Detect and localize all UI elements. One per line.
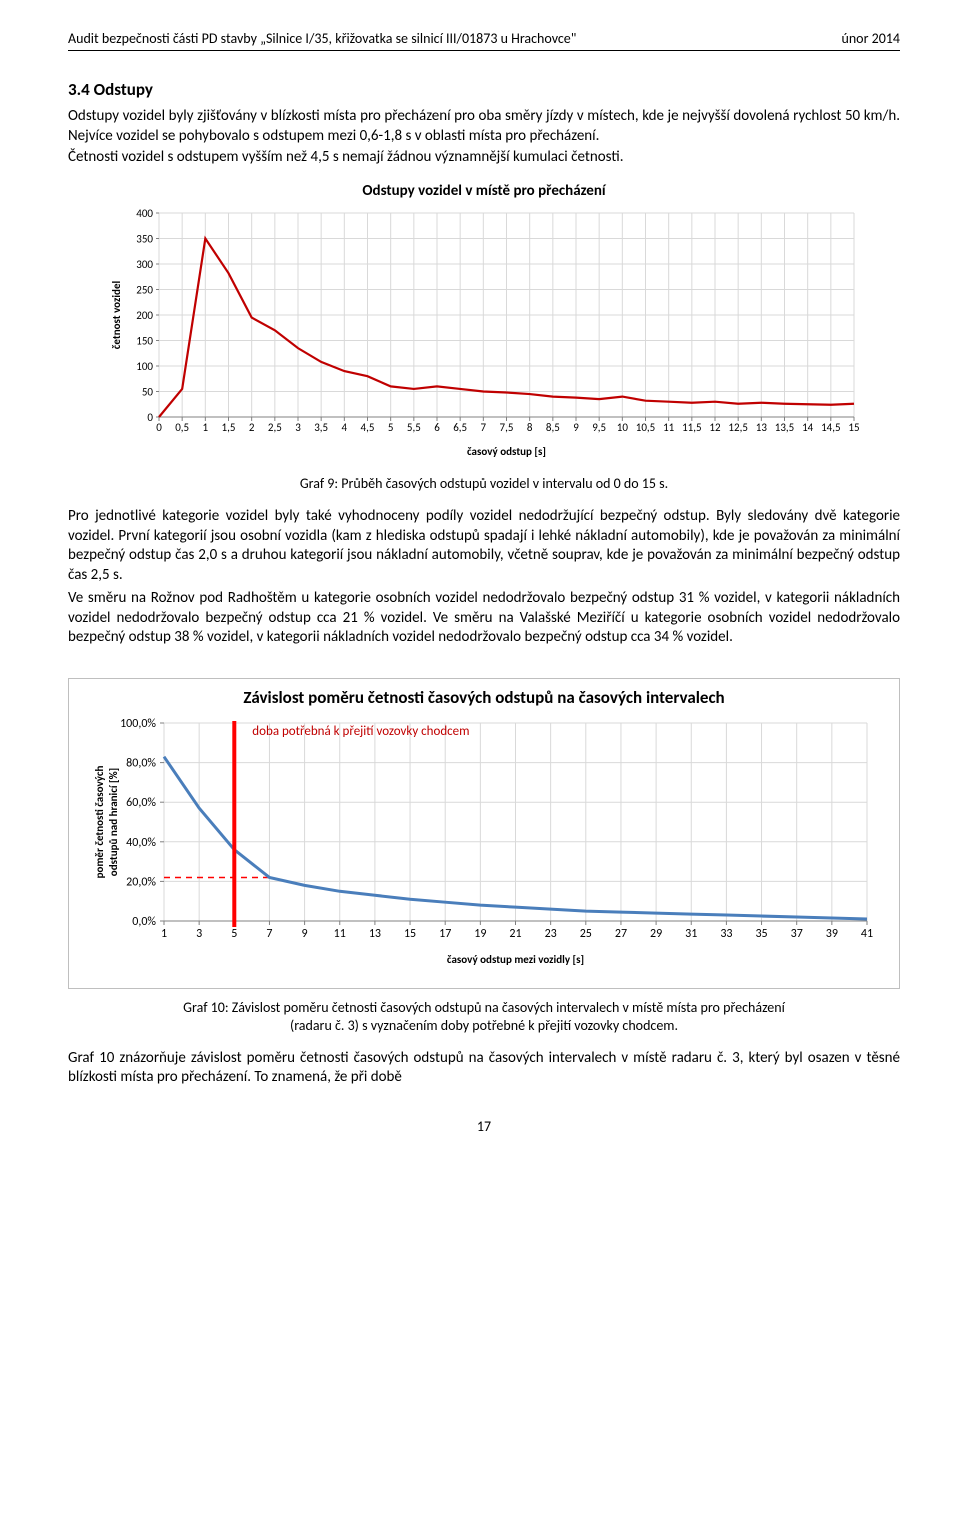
svg-text:3: 3 <box>295 421 301 434</box>
doc-header: Audit bezpečnosti části PD stavby „Silni… <box>68 30 900 51</box>
svg-text:8,5: 8,5 <box>546 421 560 434</box>
svg-text:6,5: 6,5 <box>453 421 467 434</box>
svg-text:12,5: 12,5 <box>728 421 747 434</box>
svg-text:100: 100 <box>136 360 153 373</box>
chart-2-caption-l1: Graf 10: Závislost poměru četnosti časov… <box>183 999 785 1016</box>
chart-1-container: Odstupy vozidel v místě pro přecházení 0… <box>68 182 900 466</box>
chart-2-caption-l2: (radaru č. 3) s vyznačením doby potřebné… <box>290 1017 678 1034</box>
svg-text:4,5: 4,5 <box>361 421 375 434</box>
paragraph-1b: Četnosti vozidel s odstupem vyšším než 4… <box>68 148 900 168</box>
svg-text:400: 400 <box>136 207 153 220</box>
svg-text:doba potřebná k přejití vozovk: doba potřebná k přejití vozovky chodcem <box>252 724 469 739</box>
chart-2-box: Závislost poměru četnosti časových odstu… <box>68 678 900 989</box>
svg-text:11,5: 11,5 <box>682 421 701 434</box>
svg-text:9: 9 <box>573 421 579 434</box>
svg-text:10: 10 <box>617 421 629 434</box>
svg-text:13: 13 <box>369 927 381 941</box>
svg-text:2,5: 2,5 <box>268 421 282 434</box>
svg-text:9,5: 9,5 <box>592 421 606 434</box>
svg-text:1,5: 1,5 <box>222 421 236 434</box>
svg-text:7: 7 <box>266 927 272 941</box>
svg-text:200: 200 <box>136 309 153 322</box>
svg-text:10,5: 10,5 <box>636 421 655 434</box>
chart-2-title: Závislost poměru četnosti časových odstu… <box>79 687 889 709</box>
svg-text:2: 2 <box>249 421 255 434</box>
svg-text:13,5: 13,5 <box>775 421 794 434</box>
svg-text:časový odstup mezi vozidly [s]: časový odstup mezi vozidly [s] <box>447 953 584 966</box>
svg-text:20,0%: 20,0% <box>126 875 156 889</box>
chart-2: 0,0%20,0%40,0%60,0%80,0%100,0%1357911131… <box>79 713 879 973</box>
svg-text:35: 35 <box>755 927 767 941</box>
paragraph-3: Ve směru na Rožnov pod Radhoštěm u kateg… <box>68 589 900 648</box>
svg-text:0: 0 <box>156 421 162 434</box>
svg-text:3: 3 <box>196 927 202 941</box>
svg-text:14,5: 14,5 <box>821 421 840 434</box>
svg-text:12: 12 <box>709 421 721 434</box>
svg-text:150: 150 <box>136 335 153 348</box>
svg-text:23: 23 <box>545 927 557 941</box>
svg-text:19: 19 <box>474 927 486 941</box>
svg-text:0,5: 0,5 <box>175 421 189 434</box>
svg-text:odstupů nad hranicí [%]: odstupů nad hranicí [%] <box>107 768 120 876</box>
svg-text:17: 17 <box>439 927 451 941</box>
svg-text:39: 39 <box>826 927 838 941</box>
svg-text:33: 33 <box>720 927 732 941</box>
svg-text:6: 6 <box>434 421 440 434</box>
svg-text:31: 31 <box>685 927 697 941</box>
svg-text:9: 9 <box>302 927 308 941</box>
chart-2-container: Závislost poměru četnosti časových odstu… <box>68 678 900 989</box>
svg-text:250: 250 <box>136 284 153 297</box>
svg-text:7,5: 7,5 <box>500 421 514 434</box>
svg-text:14: 14 <box>802 421 814 434</box>
svg-text:5,5: 5,5 <box>407 421 421 434</box>
svg-text:5: 5 <box>388 421 394 434</box>
header-right: únor 2014 <box>841 30 900 48</box>
page-number: 17 <box>68 1118 900 1136</box>
svg-text:0,0%: 0,0% <box>132 915 156 929</box>
svg-text:21: 21 <box>509 927 521 941</box>
svg-text:3,5: 3,5 <box>314 421 328 434</box>
svg-text:60,0%: 60,0% <box>126 796 156 810</box>
chart-1-caption: Graf 9: Průběh časových odstupů vozidel … <box>68 475 900 493</box>
svg-text:41: 41 <box>861 927 873 941</box>
svg-text:11: 11 <box>663 421 675 434</box>
paragraph-4: Graf 10 znázorňuje závislost poměru četn… <box>68 1049 900 1088</box>
header-left: Audit bezpečnosti části PD stavby „Silni… <box>68 30 576 48</box>
section-heading: 3.4 Odstupy <box>68 79 900 101</box>
svg-text:8: 8 <box>527 421 533 434</box>
svg-text:poměr četnosti časových: poměr četnosti časových <box>93 766 106 879</box>
svg-text:15: 15 <box>848 421 859 434</box>
svg-text:četnost vozidel: četnost vozidel <box>110 281 123 350</box>
svg-text:1: 1 <box>161 927 167 941</box>
svg-text:29: 29 <box>650 927 662 941</box>
svg-text:25: 25 <box>580 927 592 941</box>
svg-text:40,0%: 40,0% <box>126 836 156 850</box>
svg-text:4: 4 <box>342 421 348 434</box>
svg-text:15: 15 <box>404 927 416 941</box>
chart-1: 05010015020025030035040000,511,522,533,5… <box>104 205 864 465</box>
svg-text:50: 50 <box>142 386 154 399</box>
paragraph-2: Pro jednotlivé kategorie vozidel byly ta… <box>68 507 900 585</box>
chart-2-caption: Graf 10: Závislost poměru četnosti časov… <box>68 999 900 1035</box>
svg-text:80,0%: 80,0% <box>126 757 156 771</box>
svg-text:časový odstup [s]: časový odstup [s] <box>467 445 546 458</box>
svg-text:13: 13 <box>756 421 768 434</box>
svg-text:37: 37 <box>791 927 803 941</box>
svg-text:27: 27 <box>615 927 627 941</box>
svg-text:5: 5 <box>231 927 237 941</box>
svg-text:7: 7 <box>481 421 487 434</box>
svg-text:100,0%: 100,0% <box>120 717 156 731</box>
svg-text:350: 350 <box>136 233 153 246</box>
svg-text:0: 0 <box>147 411 153 424</box>
paragraph-1: Odstupy vozidel byly zjišťovány v blízko… <box>68 107 900 146</box>
chart-1-title: Odstupy vozidel v místě pro přecházení <box>68 182 900 202</box>
svg-text:11: 11 <box>334 927 346 941</box>
svg-text:1: 1 <box>203 421 209 434</box>
svg-text:300: 300 <box>136 258 153 271</box>
